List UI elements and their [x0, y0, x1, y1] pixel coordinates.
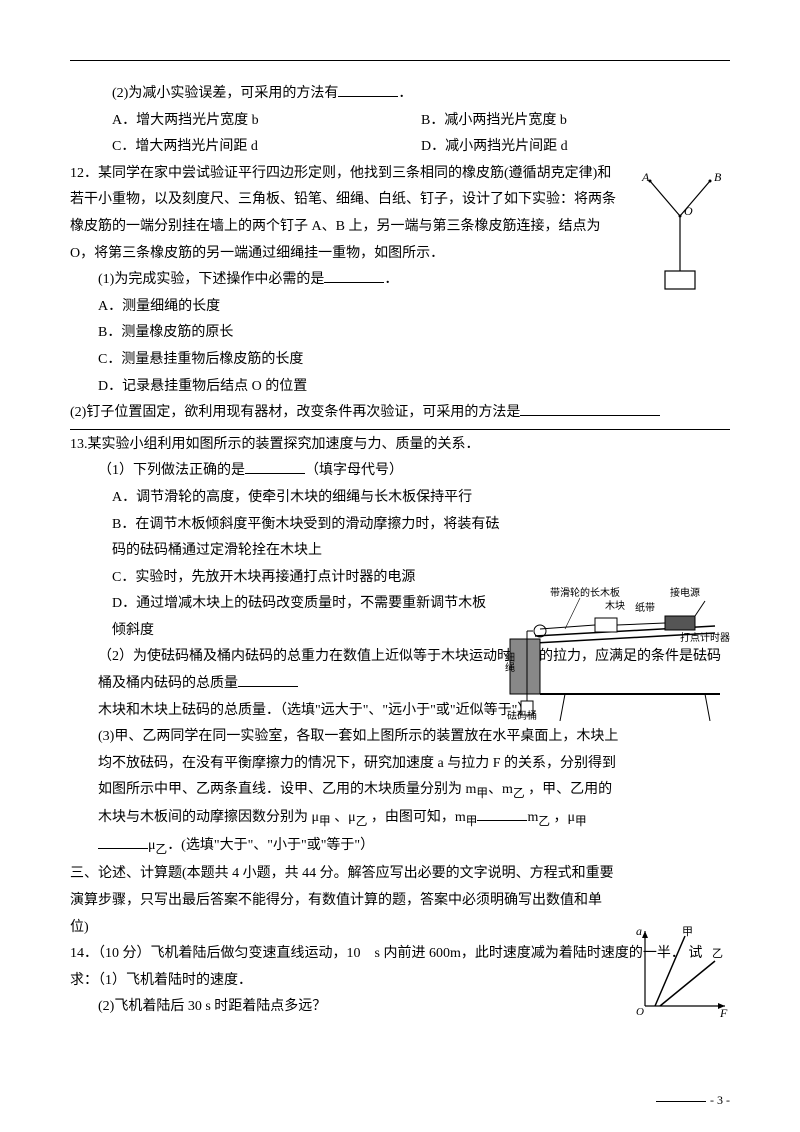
blank	[324, 269, 384, 283]
page-number: - 3 -	[710, 1093, 730, 1107]
blank	[338, 83, 398, 97]
q14-num: 14．	[70, 946, 98, 961]
q12-figure: A B O	[630, 171, 730, 301]
q12-optC: C．测量悬挂重物后橡皮筋的长度	[70, 347, 730, 374]
svg-text:接电源: 接电源	[670, 586, 700, 599]
blank	[520, 402, 660, 416]
q11-optD: D．减小两挡光片间距 d	[421, 134, 568, 161]
q13-apparatus-figure: 带滑轮的长木板 木块 纸带 接电源 打点计时器 细绳 砝码桶	[505, 581, 730, 721]
q11-optA: A．增大两挡光片宽度 b	[112, 108, 421, 135]
svg-text:甲: 甲	[682, 926, 693, 938]
q12-num: 12．	[70, 166, 98, 181]
svg-text:B: B	[714, 171, 722, 184]
top-rule	[70, 60, 730, 61]
svg-text:a: a	[636, 924, 642, 938]
svg-text:O: O	[684, 204, 693, 218]
page-footer: - 3 -	[656, 1089, 730, 1112]
svg-text:F: F	[719, 1006, 728, 1020]
q13: 13.某实验小组利用如图所示的装置探究加速度与力、质量的关系．	[70, 432, 730, 459]
q13-optA: A．调节滑轮的高度，使牵引木块的细绳与长木板保持平行	[70, 485, 730, 512]
page-content: (2)为减小实验误差，可采用的方法有． A．增大两挡光片宽度 b B．减小两挡光…	[70, 81, 730, 1021]
q11-optC: C．增大两挡光片间距 d	[112, 134, 421, 161]
q11-sub2-text: (2)为减小实验误差，可采用的方法有	[112, 86, 338, 101]
blank	[238, 673, 298, 687]
blank	[477, 807, 527, 821]
q12-sub2: (2)钉子位置固定，欲利用现有器材，改变条件再次验证，可采用的方法是	[70, 400, 730, 427]
svg-text:带滑轮的长木板: 带滑轮的长木板	[550, 586, 620, 599]
q13-sub3: (3)甲、乙两同学在同一实验室，各取一套如上图所示的装置放在水平桌面上，木块上均…	[70, 724, 730, 861]
svg-text:木块: 木块	[605, 600, 625, 612]
q14-stem: （10 分）飞机着陆后做匀变速直线运动，10 s 内前进 600m，此时速度减为…	[70, 946, 702, 988]
blank	[245, 460, 305, 474]
q13-graph: a F O 甲 乙	[630, 921, 730, 1021]
svg-text:打点计时器: 打点计时器	[680, 631, 730, 644]
blank	[98, 835, 148, 849]
q13-stem: 某实验小组利用如图所示的装置探究加速度与力、质量的关系．	[88, 437, 480, 452]
svg-text:乙: 乙	[712, 947, 723, 960]
q12-stem: 某同学在家中尝试验证平行四边形定则，他找到三条相同的橡皮筋(遵循胡克定律)和若干…	[70, 166, 616, 261]
svg-text:O: O	[636, 1006, 644, 1018]
svg-text:砝码桶: 砝码桶	[507, 709, 537, 721]
svg-text:纸带: 纸带	[635, 601, 655, 614]
q13-sub1: （1）下列做法正确的是（填字母代号）	[70, 458, 730, 485]
q11-opts-cd: C．增大两挡光片间距 d D．减小两挡光片间距 d	[70, 134, 730, 161]
svg-text:A: A	[641, 171, 650, 184]
q12-underline	[70, 429, 730, 430]
q13-num: 13.	[70, 437, 88, 452]
q12-optB: B．测量橡皮筋的原长	[70, 320, 730, 347]
q11-opts-ab: A．增大两挡光片宽度 b B．减小两挡光片宽度 b	[70, 108, 730, 135]
q11-optB: B．减小两挡光片宽度 b	[421, 108, 567, 135]
q11-sub2: (2)为减小实验误差，可采用的方法有．	[70, 81, 730, 108]
q13-optB: B．在调节木板倾斜度平衡木块受到的滑动摩擦力时，将装有砝码的砝码桶通过定滑轮拴在…	[70, 512, 730, 565]
q12-optD: D．记录悬挂重物后结点 O 的位置	[70, 374, 730, 401]
svg-text:细绳: 细绳	[505, 651, 515, 674]
